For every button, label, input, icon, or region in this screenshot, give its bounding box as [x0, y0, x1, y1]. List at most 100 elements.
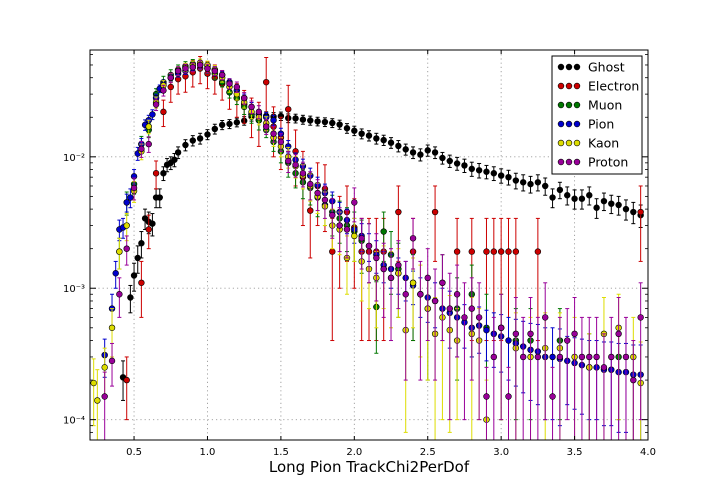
data-point-ghost	[226, 120, 233, 128]
data-point-proton	[578, 353, 586, 361]
y-tick-label: 10⁻⁴	[63, 416, 85, 427]
data-point-ghost	[292, 115, 299, 122]
legend-label-pion: Pion	[588, 117, 614, 132]
data-point-proton	[240, 94, 248, 102]
legend-marker-ghost	[565, 63, 573, 71]
data-point-proton	[402, 291, 409, 298]
data-point-proton	[439, 279, 446, 286]
data-point-proton	[263, 123, 270, 130]
data-point-ghost	[424, 147, 431, 154]
data-point-ghost	[630, 208, 637, 216]
data-point-ghost	[160, 170, 167, 177]
data-point-ghost	[439, 154, 446, 162]
x-tick-label: 0.5	[126, 447, 142, 458]
x-tick-label: 2.5	[420, 447, 436, 458]
data-point-proton	[417, 291, 424, 298]
data-point-electron	[138, 279, 145, 286]
data-point-proton	[468, 305, 475, 312]
data-point-proton	[387, 274, 395, 282]
data-point-ghost	[402, 146, 409, 153]
data-point-proton	[395, 261, 402, 269]
data-point-electron	[160, 108, 167, 116]
data-point-proton	[321, 196, 329, 204]
y-tick-label: 10⁻³	[63, 284, 85, 295]
legend-marker-kaon	[557, 139, 565, 147]
data-point-ghost	[314, 118, 321, 125]
data-point-proton	[608, 353, 615, 361]
data-point-ghost	[431, 149, 439, 156]
data-point-ghost	[409, 149, 417, 156]
data-point-ghost	[446, 157, 453, 165]
data-point-proton	[600, 364, 608, 371]
data-point-kaon	[90, 379, 97, 387]
data-point-ghost	[542, 182, 549, 190]
data-point-proton	[248, 103, 255, 111]
x-tick-label: 2.0	[346, 447, 362, 458]
data-point-kaon	[351, 232, 358, 240]
legend-marker-proton	[557, 158, 565, 166]
legend-item-ghost: Ghost	[557, 60, 625, 75]
legend-box	[551, 55, 643, 175]
data-point-ghost	[204, 131, 211, 138]
data-point-pion	[505, 337, 512, 344]
data-point-ghost	[329, 119, 336, 127]
data-point-ghost	[130, 272, 138, 279]
legend-marker-kaon	[573, 139, 581, 147]
data-point-proton	[571, 330, 578, 338]
series-proton	[101, 60, 644, 441]
x-tick-label: 3.0	[493, 447, 509, 458]
data-point-ghost	[380, 136, 387, 144]
data-point-ghost	[564, 192, 571, 199]
data-point-kaon	[123, 222, 130, 229]
data-point-ghost	[519, 179, 527, 186]
data-point-proton	[336, 222, 343, 229]
data-point-electron	[534, 248, 542, 255]
legend-marker-muon	[565, 101, 573, 109]
data-point-proton	[593, 353, 600, 361]
data-point-ghost	[174, 149, 182, 156]
data-point-ghost	[497, 172, 505, 179]
legend-label-ghost: Ghost	[588, 60, 625, 75]
data-point-proton	[542, 314, 549, 321]
data-point-electron	[152, 170, 160, 177]
data-point-proton	[307, 180, 314, 188]
data-point-electron	[123, 376, 130, 384]
data-point-ghost	[211, 125, 219, 133]
data-point-proton	[233, 83, 241, 91]
data-point-proton	[152, 101, 160, 108]
data-point-ghost	[336, 121, 343, 128]
data-point-pion	[483, 326, 490, 334]
data-point-ghost	[512, 177, 520, 184]
data-point-proton	[226, 80, 233, 87]
data-point-ghost	[351, 127, 358, 134]
data-point-ghost	[127, 294, 134, 301]
data-point-proton	[564, 337, 571, 344]
data-point-ghost	[453, 160, 461, 167]
data-point-electron	[263, 78, 270, 86]
data-point-proton	[174, 67, 182, 75]
data-point-ghost	[615, 201, 622, 209]
legend-item-kaon: Kaon	[557, 136, 619, 151]
data-point-proton	[497, 324, 505, 331]
data-point-proton	[299, 170, 307, 177]
data-point-proton	[314, 189, 321, 197]
data-point-proton	[365, 242, 373, 250]
data-point-ghost	[387, 139, 395, 146]
data-point-proton	[204, 65, 211, 72]
data-point-kaon	[116, 248, 123, 255]
axis-ticks: 0.5 1.0 1.5 2.0 2.5 3.0 3.5 4.0 10⁻⁴ 10⁻³ 10⁻²	[63, 50, 656, 458]
data-point-proton	[453, 291, 461, 298]
data-point-kaon	[145, 123, 152, 130]
data-point-pion	[149, 111, 156, 118]
data-point-ghost	[505, 173, 512, 181]
data-point-ghost	[171, 156, 178, 163]
y-tick-label: 10⁻²	[63, 153, 85, 164]
data-point-pion	[270, 116, 277, 124]
data-point-kaon	[409, 279, 417, 286]
legend-marker-pion	[573, 120, 581, 128]
data-point-proton	[380, 265, 387, 273]
data-point-ghost	[475, 167, 483, 174]
data-point-proton	[446, 305, 453, 312]
data-point-proton	[270, 130, 277, 137]
